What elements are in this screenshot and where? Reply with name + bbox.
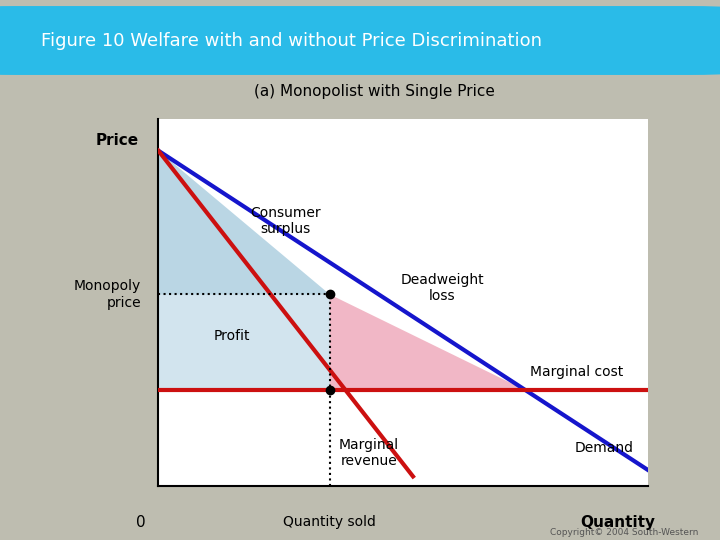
- Text: Consumer
surplus: Consumer surplus: [251, 206, 321, 236]
- Polygon shape: [330, 294, 526, 390]
- Text: Monopoly
price: Monopoly price: [74, 279, 141, 309]
- Text: Price: Price: [96, 133, 139, 148]
- Text: Marginal
revenue: Marginal revenue: [339, 438, 399, 468]
- Text: (a) Monopolist with Single Price: (a) Monopolist with Single Price: [254, 84, 495, 99]
- Polygon shape: [158, 294, 330, 390]
- Text: Copyright© 2004 South-Western: Copyright© 2004 South-Western: [550, 528, 698, 537]
- Text: Quantity sold: Quantity sold: [284, 515, 376, 529]
- Text: Profit: Profit: [214, 329, 250, 343]
- Text: 0: 0: [137, 515, 146, 530]
- FancyBboxPatch shape: [0, 6, 720, 75]
- Text: Marginal cost: Marginal cost: [530, 365, 624, 379]
- Text: Quantity: Quantity: [580, 515, 655, 530]
- Text: Deadweight
loss: Deadweight loss: [400, 273, 484, 303]
- Text: Figure 10 Welfare with and without Price Discrimination: Figure 10 Welfare with and without Price…: [42, 31, 542, 50]
- Polygon shape: [158, 151, 330, 294]
- Text: Demand: Demand: [575, 441, 634, 455]
